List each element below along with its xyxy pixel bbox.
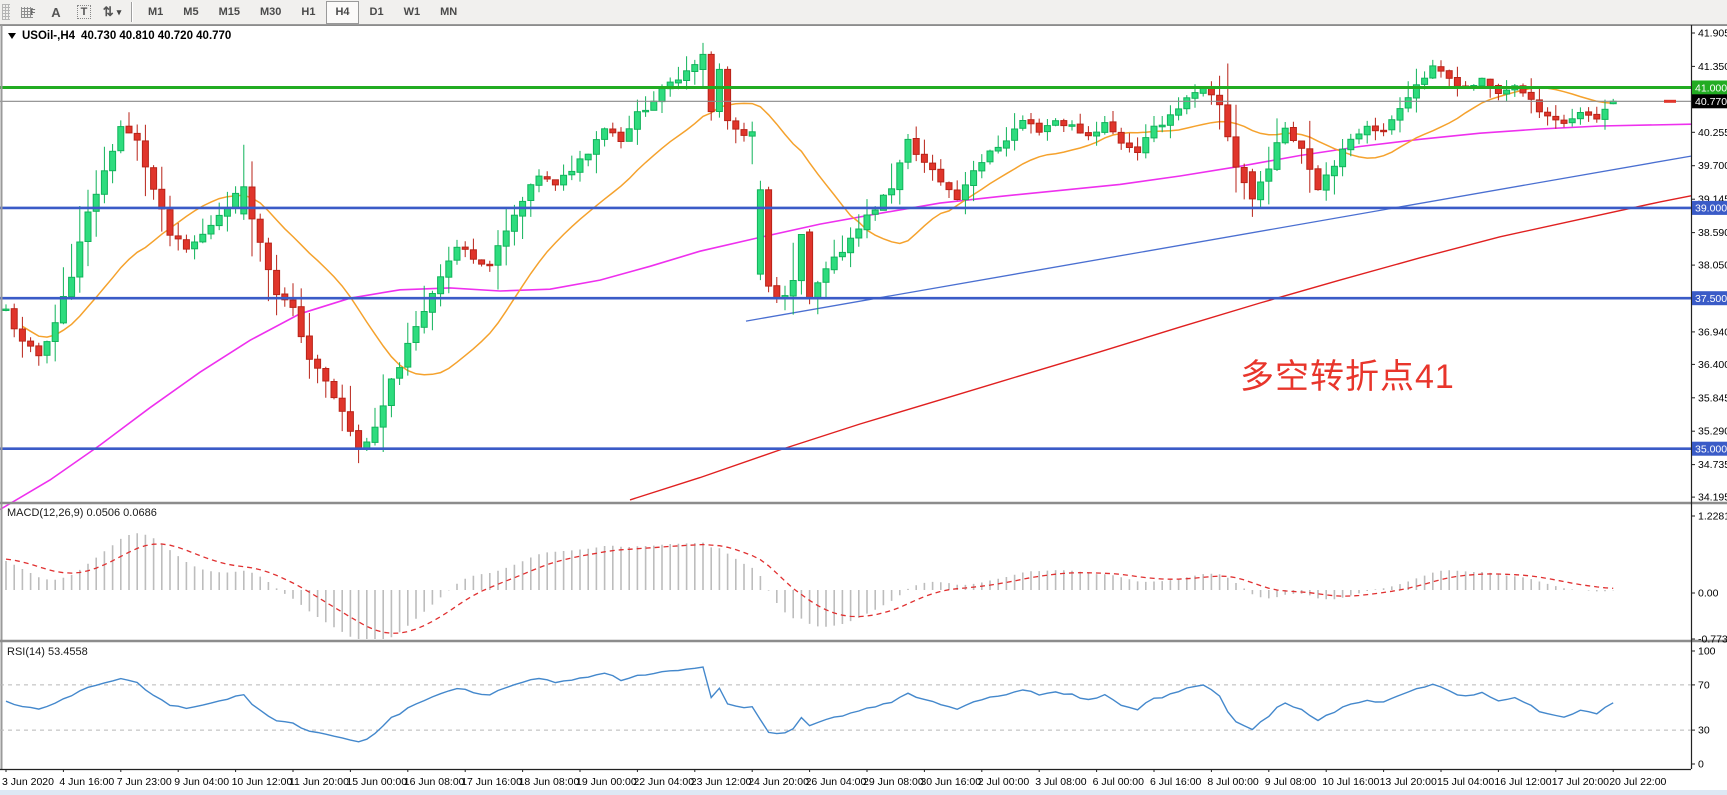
svg-text:19 Jun 00:00: 19 Jun 00:00 [576,776,637,788]
svg-text:70: 70 [1698,679,1710,691]
svg-text:26 Jun 04:00: 26 Jun 04:00 [806,776,867,788]
time-axis[interactable]: 3 Jun 2020 4 Jun 16:00 7 Jun 23:00 9 Jun 04… [2,769,1667,788]
svg-text:34.735: 34.735 [1698,459,1727,471]
svg-text:0: 0 [1698,759,1704,771]
svg-text:8 Jul 00:00: 8 Jul 00:00 [1207,776,1259,788]
horizontal-level-lines[interactable] [0,86,1691,451]
tf-button-D1[interactable]: D1 [369,5,384,18]
price-axis[interactable]: 41.90541.35040.25539.70039.14538.59038.0… [1691,28,1727,504]
macd-panel [5,533,1614,639]
svg-text:22 Jun 04:00: 22 Jun 04:00 [633,776,694,788]
window-bottom-edge [0,790,1727,795]
symbol-dropdown-icon[interactable] [8,33,16,39]
svg-text:29 Jun 08:00: 29 Jun 08:00 [863,776,924,788]
candles [2,42,1617,464]
svg-text:39.700: 39.700 [1698,160,1727,172]
svg-text:10 Jun 12:00: 10 Jun 12:00 [232,776,293,788]
svg-text:100: 100 [1698,646,1716,658]
svg-text:41.350: 41.350 [1698,61,1727,73]
chart-text-annotation: 多空转折点41 [1240,358,1455,396]
svg-text:13 Jul 20:00: 13 Jul 20:00 [1380,776,1437,788]
rsi-indicator-label: RSI(14) 53.4558 [7,646,88,658]
svg-text:4 Jun 16:00: 4 Jun 16:00 [59,776,114,788]
svg-text:9 Jun 04:00: 9 Jun 04:00 [174,776,229,788]
chart-grid-icon[interactable]: F [16,2,40,22]
arrows-icon: ⇅ [102,4,114,19]
svg-text:16 Jul 12:00: 16 Jul 12:00 [1494,776,1551,788]
panel-borders [0,25,1727,771]
text-box-tool[interactable]: T [72,2,96,22]
svg-text:20 Jul 22:00: 20 Jul 22:00 [1609,776,1666,788]
svg-text:38.050: 38.050 [1698,260,1727,272]
text-box-glyph: T [76,5,92,19]
svg-text:3 Jul 08:00: 3 Jul 08:00 [1035,776,1087,788]
text-label-glyph: A [51,4,61,20]
tf-button-M30[interactable]: M30 [259,5,282,18]
svg-text:34.195: 34.195 [1698,492,1727,504]
svg-text:40.770: 40.770 [1695,96,1727,108]
svg-text:38.590: 38.590 [1698,227,1727,239]
symbol-name: USOil-,H4 [22,30,76,42]
svg-text:36.400: 36.400 [1698,359,1727,371]
svg-text:41.000: 41.000 [1695,82,1727,94]
svg-text:2 Jul 00:00: 2 Jul 00:00 [978,776,1030,788]
svg-text:18 Jun 08:00: 18 Jun 08:00 [519,776,580,788]
tf-button-M15[interactable]: M15 [218,5,240,18]
svg-text:41.905: 41.905 [1698,28,1727,40]
grid-glyph [20,6,33,18]
ohlc-values: 40.730 40.810 40.720 40.770 [81,30,232,42]
svg-text:24 Jun 20:00: 24 Jun 20:00 [748,776,809,788]
svg-text:1.2281: 1.2281 [1698,511,1727,523]
svg-text:15 Jun 00:00: 15 Jun 00:00 [346,776,407,788]
svg-text:39.000: 39.000 [1695,203,1727,215]
svg-text:11 Jun 20:00: 11 Jun 20:00 [289,776,349,788]
svg-text:30: 30 [1698,725,1710,737]
macd-indicator-label: MACD(12,26,9) 0.0506 0.0686 [7,507,157,519]
symbol-ohlc-label: USOil-,H4 40.730 40.810 40.720 40.770 [8,30,231,42]
svg-text:40.255: 40.255 [1698,127,1727,139]
svg-text:30 Jun 16:00: 30 Jun 16:00 [920,776,981,788]
tf-button-H1[interactable]: H1 [301,5,316,18]
svg-text:15 Jul 04:00: 15 Jul 04:00 [1437,776,1494,788]
grid-f-label: F [30,7,36,17]
rsi-axis[interactable]: 100 70 30 0 [1691,646,1716,771]
arrows-tool[interactable]: ⇅ ▾ [100,2,124,22]
svg-text:17 Jun 16:00: 17 Jun 16:00 [461,776,522,788]
text-label-tool[interactable]: A [44,2,68,22]
tf-button-M1[interactable]: M1 [148,5,164,18]
svg-text:0.00: 0.00 [1698,588,1719,600]
chart-canvas[interactable]: 41.90541.35040.25539.70039.14538.59038.0… [0,25,1727,795]
toolbar-separator [131,2,133,22]
svg-text:17 Jul 20:00: 17 Jul 20:00 [1552,776,1609,788]
svg-text:35.000: 35.000 [1695,444,1727,456]
macd-axis[interactable]: 1.2281 0.00 -0.7738 [1691,511,1727,646]
rsi-panel [0,666,1691,743]
svg-text:7 Jun 23:00: 7 Jun 23:00 [117,776,172,788]
svg-text:36.940: 36.940 [1698,326,1727,338]
svg-text:35.290: 35.290 [1698,426,1727,438]
toolbar-grip[interactable] [2,4,10,20]
svg-text:37.500: 37.500 [1695,293,1727,305]
svg-text:3 Jun 2020: 3 Jun 2020 [2,776,54,788]
svg-text:9 Jul 08:00: 9 Jul 08:00 [1265,776,1317,788]
tf-button-W1[interactable]: W1 [403,5,421,18]
chevron-down-icon: ▾ [116,6,122,17]
top-toolbar: F A T ⇅ ▾ M1 M5 M15 M30 H1 H4 D1 W1 MN [0,0,1727,25]
tf-button-H4[interactable]: H4 [326,0,359,24]
svg-text:23 Jun 12:00: 23 Jun 12:00 [691,776,752,788]
svg-text:16 Jun 08:00: 16 Jun 08:00 [404,776,465,788]
svg-text:6 Jul 00:00: 6 Jul 00:00 [1093,776,1145,788]
svg-text:-0.7738: -0.7738 [1698,634,1727,646]
tf-button-MN[interactable]: MN [440,5,458,18]
svg-text:6 Jul 16:00: 6 Jul 16:00 [1150,776,1202,788]
tf-button-M5[interactable]: M5 [183,5,199,18]
svg-text:10 Jul 16:00: 10 Jul 16:00 [1322,776,1379,788]
timeframe-bar: M1 M5 M15 M30 H1 H4 D1 W1 MN [138,0,467,24]
svg-text:35.845: 35.845 [1698,392,1727,404]
